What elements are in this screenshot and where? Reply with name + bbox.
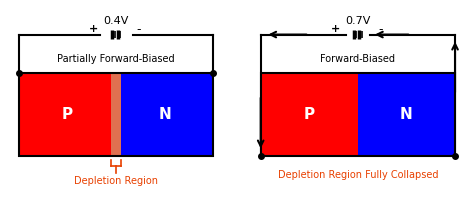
Bar [116, 73, 213, 156]
Text: Forward-Biased: Forward-Biased [320, 54, 395, 64]
Bar [261, 73, 358, 156]
Text: +: + [89, 24, 98, 34]
Text: +: + [330, 24, 340, 34]
Text: -: - [378, 23, 383, 36]
Text: -: - [137, 23, 141, 36]
Text: 0.4V: 0.4V [103, 16, 129, 25]
Bar [111, 73, 121, 156]
Bar [358, 73, 455, 156]
Text: Partially Forward-Biased: Partially Forward-Biased [57, 54, 175, 64]
Text: P: P [62, 107, 73, 122]
Text: 0.7V: 0.7V [345, 16, 371, 25]
Text: P: P [304, 107, 315, 122]
Bar [261, 73, 455, 156]
Text: N: N [158, 107, 171, 122]
Text: Depletion Region Fully Collapsed: Depletion Region Fully Collapsed [278, 170, 438, 180]
Bar [19, 73, 213, 156]
Text: Depletion Region: Depletion Region [74, 176, 158, 186]
Text: N: N [400, 107, 413, 122]
Bar [19, 73, 116, 156]
